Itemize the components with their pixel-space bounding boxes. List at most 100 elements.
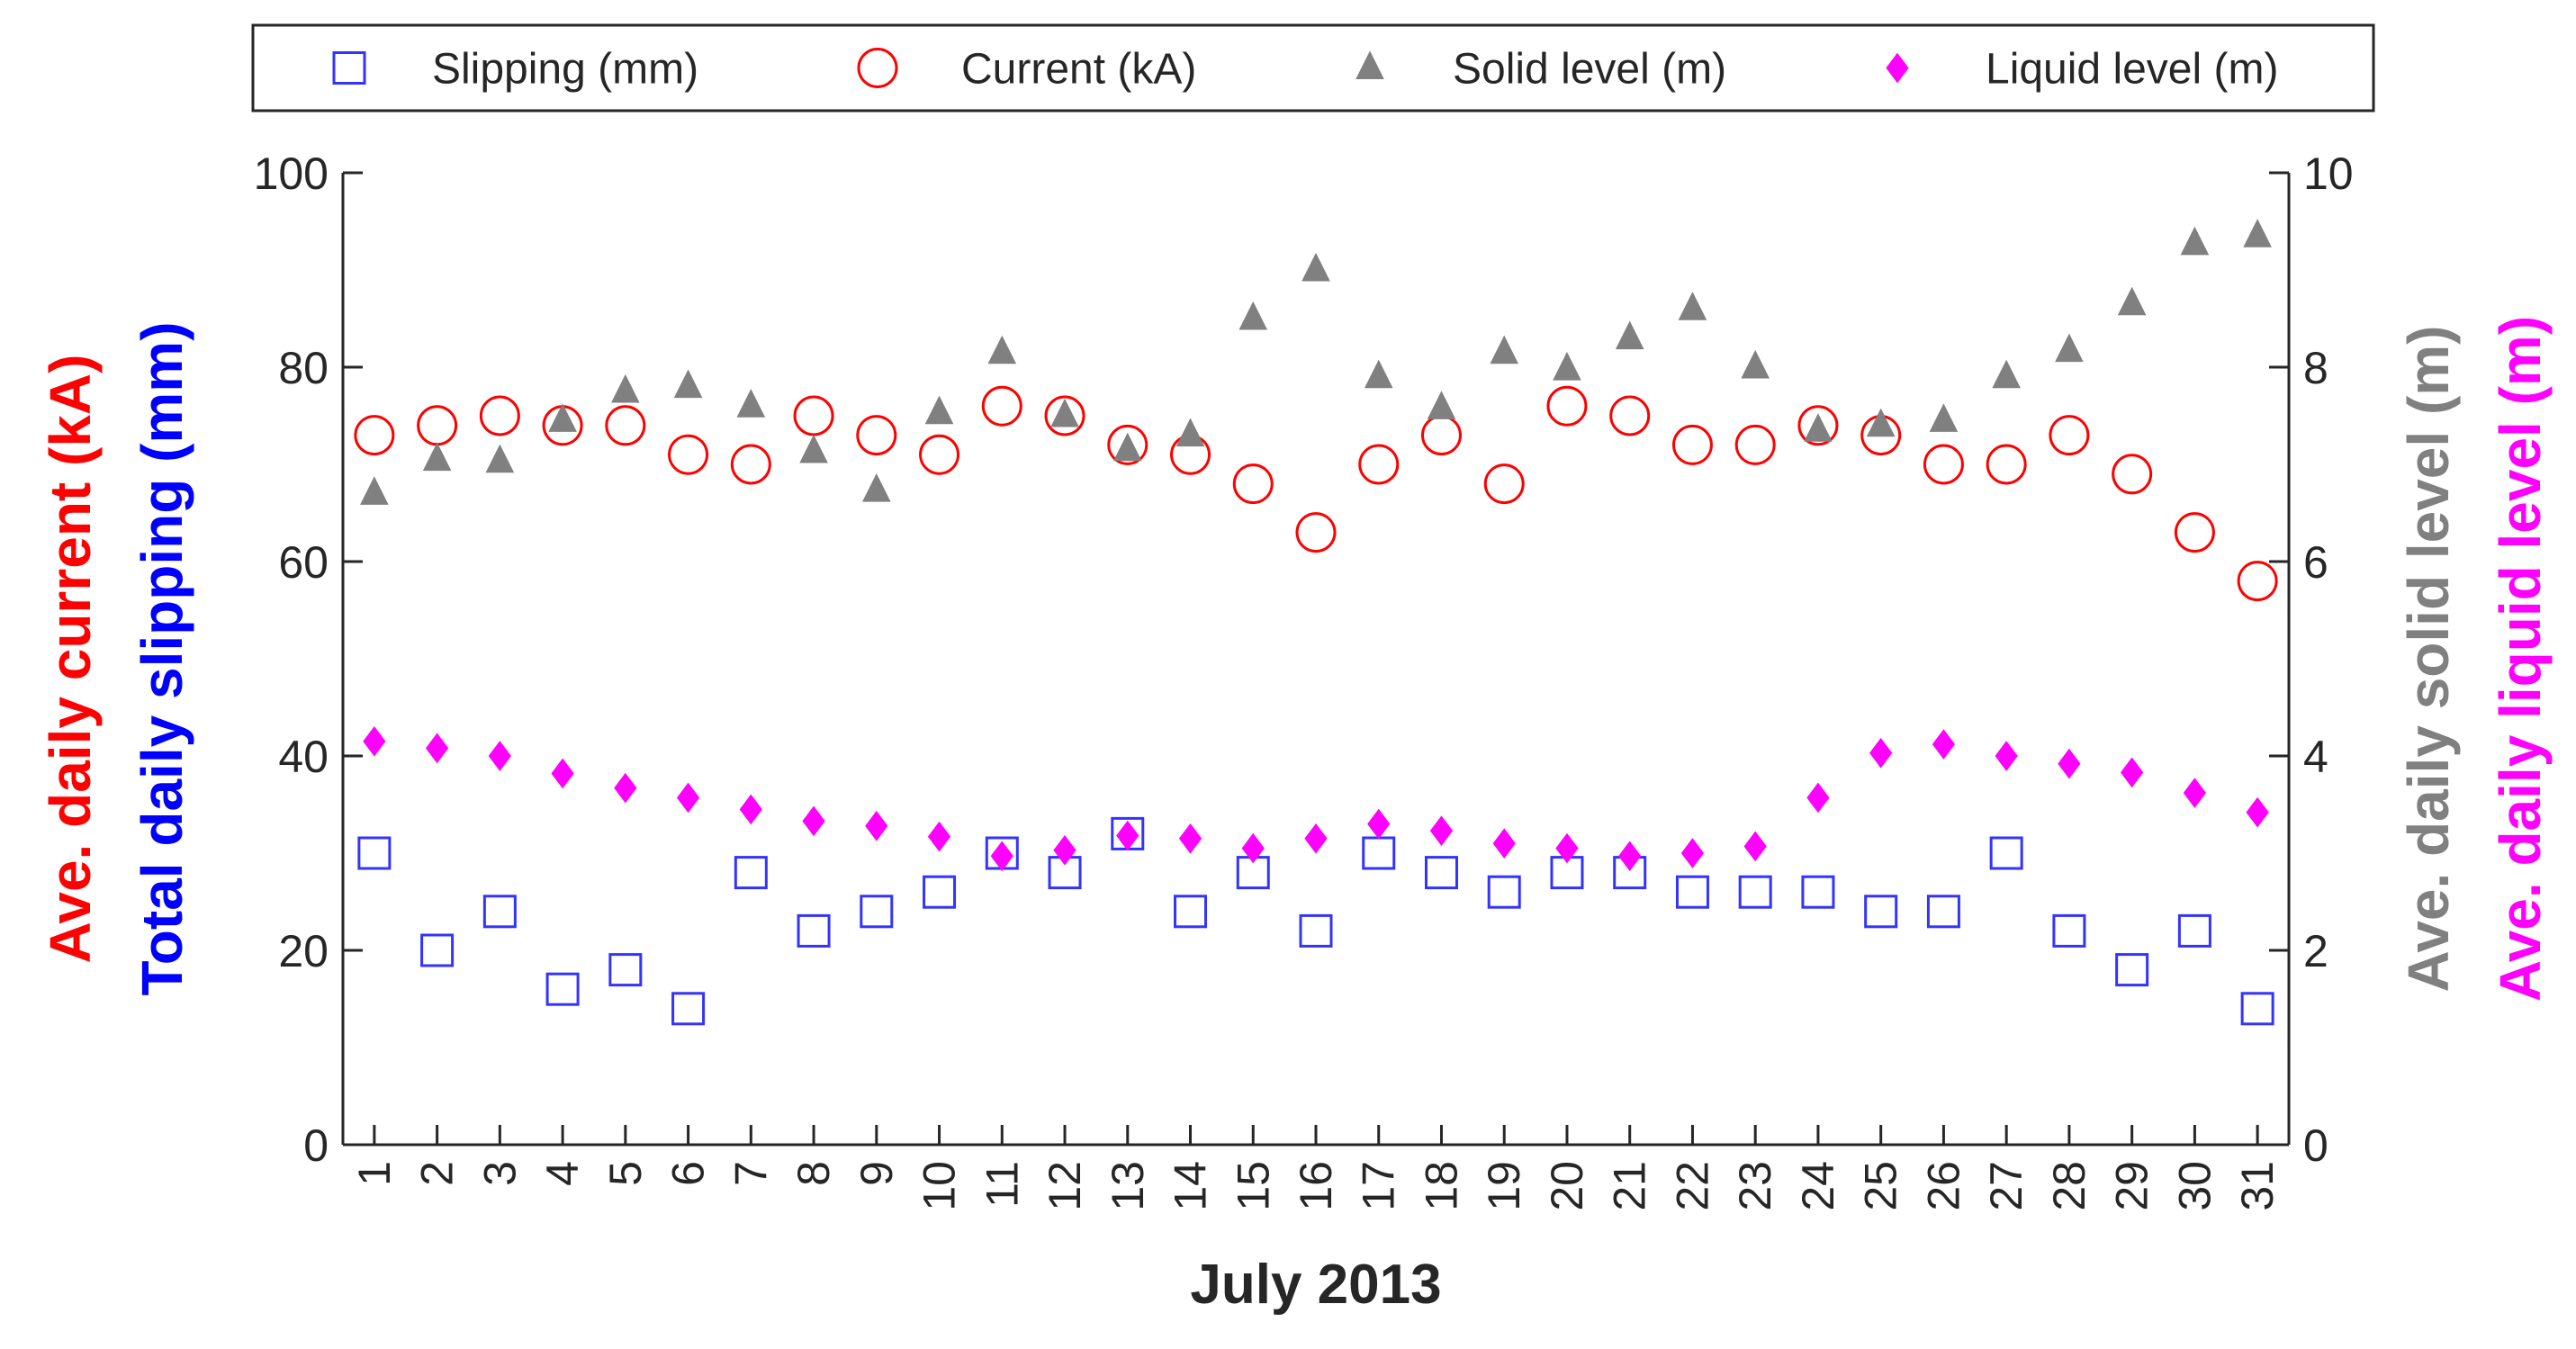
liquid-level-point <box>1743 831 1767 862</box>
axis-labels-layer: July 2013 Ave. daily current (kA) Total da… <box>38 316 2553 1316</box>
liquid-level-point <box>1995 741 2018 771</box>
solid-level-point <box>1678 292 1707 320</box>
liquid-level-point <box>1178 823 1202 854</box>
x-tick-label: 20 <box>1542 1161 1592 1211</box>
x-tick-label: 6 <box>663 1161 714 1186</box>
current-point <box>730 444 771 485</box>
x-tick-label: 5 <box>600 1161 651 1186</box>
solid-level-point <box>1615 320 1644 350</box>
slipping-point <box>1174 895 1208 929</box>
legend-marker-current <box>857 48 898 88</box>
left-y-tick-label: 40 <box>278 732 329 782</box>
solid-level-point <box>1553 352 1581 381</box>
solid-level-point <box>485 444 515 473</box>
series-liquid-level <box>363 725 2269 872</box>
liquid-level-point <box>363 725 386 757</box>
slipping-point <box>1424 856 1458 890</box>
x-tick-label: 12 <box>1040 1161 1090 1211</box>
liquid-level-point <box>990 841 1013 872</box>
x-tick-label: 23 <box>1730 1161 1780 1211</box>
current-point <box>1671 424 1713 465</box>
solid-level-point <box>799 434 828 463</box>
x-tick-label: 30 <box>2169 1161 2220 1211</box>
solid-level-point <box>924 395 954 425</box>
current-point <box>2237 561 2278 602</box>
solid-level-point <box>611 373 640 403</box>
current-point <box>1107 424 1148 465</box>
solid-level-point <box>1364 359 1393 389</box>
legend: Slipping (mm) Current (kA) Solid level (m)… <box>251 23 2375 112</box>
solid-level-point <box>987 335 1017 364</box>
right-y-tick-label: 0 <box>2303 1120 2328 1171</box>
current-point <box>981 385 1022 427</box>
current-point <box>919 434 960 475</box>
solid-level-point <box>1302 252 1330 282</box>
x-tick-label: 11 <box>977 1161 1027 1208</box>
current-point <box>1044 395 1085 436</box>
marks-layer <box>354 219 2278 1026</box>
liquid-level-point <box>1618 841 1642 872</box>
slipping-point <box>1801 875 1835 909</box>
left-y-label-current: Ave. daily current (kA) <box>38 355 103 964</box>
left-y-tick-label: 0 <box>303 1120 329 1171</box>
x-tick-label: 2 <box>412 1161 463 1186</box>
solid-level-point <box>1175 418 1205 447</box>
current-point <box>1295 512 1337 553</box>
liquid-level-point <box>488 741 511 771</box>
slipping-point <box>797 913 831 948</box>
current-point <box>1420 415 1462 456</box>
current-point <box>1483 463 1525 505</box>
solid-level-point <box>1804 413 1833 442</box>
current-point <box>1923 444 1964 485</box>
x-tick-label: 4 <box>537 1161 588 1186</box>
solid-level-point <box>1866 408 1896 437</box>
solid-level-point <box>548 403 577 432</box>
solid-level-point <box>422 442 452 472</box>
solid-level-point <box>2180 226 2210 256</box>
current-point <box>2049 415 2090 456</box>
liquid-level-point <box>1053 834 1076 866</box>
current-point <box>417 405 458 446</box>
slipping-point <box>2177 913 2211 948</box>
liquid-level-point <box>865 810 888 841</box>
slipping-point <box>1989 836 2023 870</box>
current-point <box>668 434 709 475</box>
x-tick-label: 22 <box>1667 1161 1717 1211</box>
x-tick-label: 31 <box>2232 1161 2283 1211</box>
current-point <box>1609 395 1651 436</box>
current-point <box>605 405 646 446</box>
current-point <box>479 395 520 436</box>
x-tick-label: 13 <box>1103 1161 1153 1211</box>
current-point <box>1797 405 1839 446</box>
solid-level-point <box>1238 301 1268 330</box>
liquid-level-point <box>551 758 574 789</box>
x-tick-label: 24 <box>1793 1161 1843 1211</box>
x-tick-label: 15 <box>1228 1161 1278 1211</box>
liquid-level-point <box>676 782 700 814</box>
current-point <box>1986 444 2027 485</box>
x-tick-label: 9 <box>851 1161 902 1186</box>
x-tick-label: 7 <box>725 1161 776 1186</box>
current-point <box>1734 424 1776 465</box>
solid-level-point <box>1050 398 1079 427</box>
x-tick-label: 19 <box>1479 1161 1529 1211</box>
solid-level-point <box>2117 286 2147 316</box>
current-point <box>1232 463 1274 505</box>
liquid-level-point <box>927 821 951 852</box>
slipping-point <box>608 953 643 987</box>
x-tick-label: 18 <box>1416 1161 1466 1211</box>
liquid-level-point <box>1116 820 1139 851</box>
slipping-point <box>923 875 957 909</box>
liquid-level-point <box>1492 828 1516 859</box>
legend-label-liquid-level: Liquid level (m) <box>1986 46 2278 94</box>
x-tick-label: 3 <box>474 1161 525 1186</box>
x-axis-label: July 2013 <box>1190 1254 1441 1316</box>
solid-level-point <box>2055 333 2084 363</box>
slipping-point <box>671 992 706 1026</box>
x-tick-label: 17 <box>1354 1161 1404 1211</box>
series-solid-level <box>360 219 2272 505</box>
x-tick-label: 28 <box>2044 1161 2094 1211</box>
x-tick-label: 26 <box>1918 1161 1968 1211</box>
